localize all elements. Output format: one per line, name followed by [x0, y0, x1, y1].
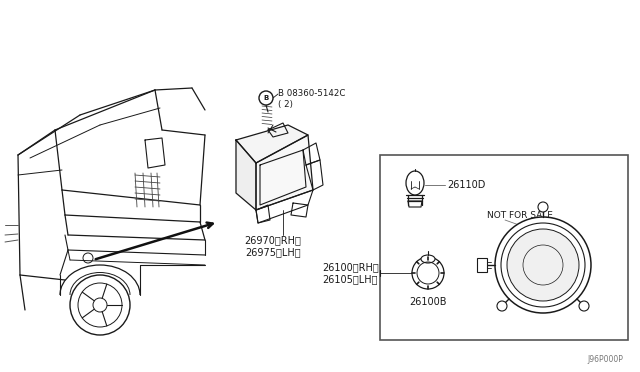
Text: 26100B: 26100B [409, 297, 447, 307]
Ellipse shape [421, 255, 435, 263]
Text: NOT FOR SALE: NOT FOR SALE [487, 212, 553, 221]
Circle shape [507, 229, 579, 301]
Text: ( 2): ( 2) [278, 99, 293, 109]
Circle shape [538, 202, 548, 212]
Circle shape [70, 275, 130, 335]
Text: B 08360-5142C: B 08360-5142C [278, 90, 346, 99]
Polygon shape [256, 135, 313, 210]
Polygon shape [236, 125, 308, 163]
Text: 26975〈LH〉: 26975〈LH〉 [245, 247, 301, 257]
Text: B: B [264, 95, 269, 101]
Text: J96P000P: J96P000P [587, 356, 623, 365]
Text: 26105〈LH〉: 26105〈LH〉 [322, 274, 378, 284]
Text: 26970〈RH〉: 26970〈RH〉 [244, 235, 301, 245]
Circle shape [497, 301, 507, 311]
Polygon shape [236, 140, 256, 210]
Bar [380, 155, 628, 340]
Circle shape [412, 257, 444, 289]
Bar [477, 258, 487, 272]
Circle shape [259, 91, 273, 105]
Text: 26110D: 26110D [447, 180, 485, 190]
Ellipse shape [406, 171, 424, 195]
Circle shape [579, 301, 589, 311]
Text: 26100〈RH〉: 26100〈RH〉 [322, 262, 379, 272]
Circle shape [495, 217, 591, 313]
